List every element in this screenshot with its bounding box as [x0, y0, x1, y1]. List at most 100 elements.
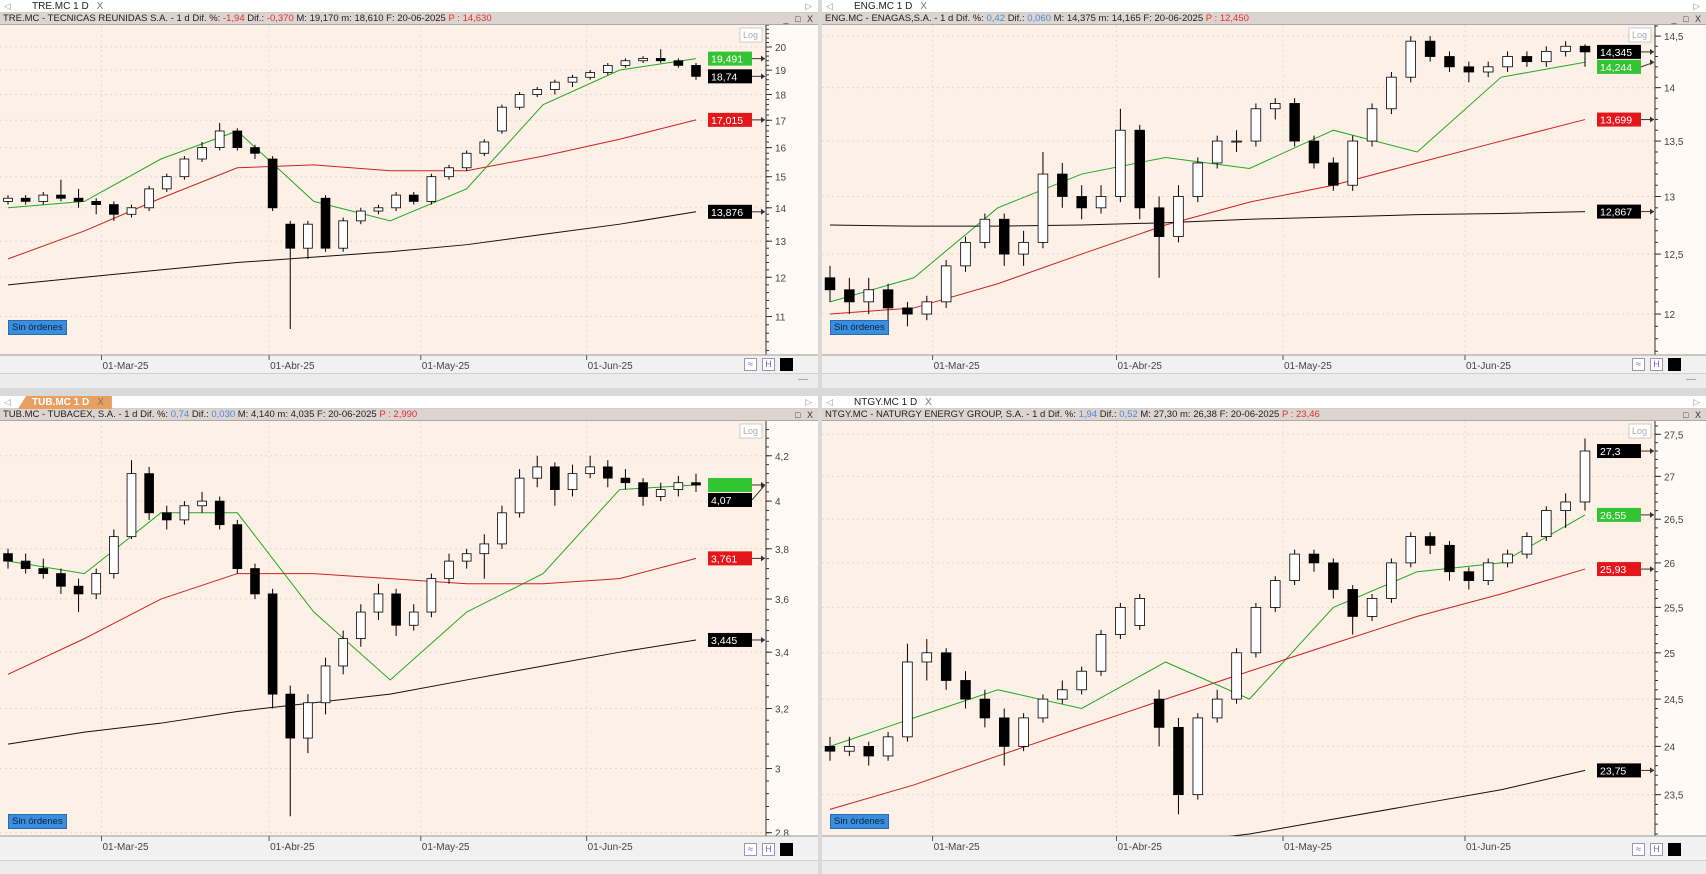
close-tab-icon[interactable]: X: [97, 397, 104, 408]
arrow-right-icon: [761, 73, 765, 80]
log-scale-button[interactable]: Log: [1628, 423, 1652, 439]
ma-short-line: [829, 61, 1586, 303]
candle: [197, 141, 207, 162]
status-strip: —: [0, 373, 818, 388]
scroll-right-icon[interactable]: ▷: [1693, 397, 1700, 407]
candle: [532, 455, 543, 488]
x-tick-label: 01-Abr-25: [270, 842, 315, 853]
arrow-right-icon: [1650, 448, 1654, 455]
save-icon[interactable]: H: [762, 843, 775, 856]
candle-body: [161, 176, 172, 190]
arrow-right-icon: [761, 116, 765, 123]
tab-tub[interactable]: TUB.MC 1 D X: [18, 396, 112, 409]
candle: [1231, 648, 1242, 704]
candle: [1153, 196, 1165, 278]
price-tag-green: [1597, 59, 1641, 74]
candle: [902, 643, 913, 742]
chart-type-icon[interactable]: ≈: [1632, 358, 1645, 371]
orders-badge[interactable]: Sin órdenes: [8, 320, 67, 335]
window-buttons[interactable]: _ □ X: [783, 14, 815, 24]
price-chart[interactable]: 23,5 24 24,5 25 25,5 26 26,5 27 27,5 01-Mar-25 01-…: [822, 421, 1706, 874]
tab-bar: ◁ TUB.MC 1 D X ▷: [0, 396, 818, 409]
candle-body: [1560, 501, 1571, 511]
close-tab-icon[interactable]: X: [920, 1, 928, 12]
scroll-left-icon[interactable]: ◁: [4, 397, 11, 407]
candle-body: [673, 482, 684, 490]
window-buttons[interactable]: □ X: [795, 410, 815, 420]
y-tick-label: 14,5: [1664, 32, 1684, 43]
scroll-left-icon[interactable]: ◁: [826, 1, 833, 11]
price-chart[interactable]: 2,8 3 3,2 3,4 3,6 3,8 4 4,2 01-Mar-25 01-Abr-25 01…: [0, 421, 818, 874]
scroll-left-icon[interactable]: ◁: [4, 1, 11, 11]
candle: [620, 58, 631, 68]
price-tag-label: 23,75: [1600, 765, 1626, 777]
price-tag-red: [708, 112, 752, 127]
tab-ntgy[interactable]: NTGY.MC 1 D X: [840, 396, 940, 409]
save-icon[interactable]: H: [762, 358, 775, 371]
dif-label: Dif.:: [1007, 13, 1025, 24]
color-square-icon[interactable]: [1668, 843, 1681, 856]
scroll-left-icon[interactable]: ◁: [826, 397, 833, 407]
ma-short-line: [829, 514, 1586, 747]
price-chart[interactable]: 11 12 13 14 15 16 17 18 19 20 01-Mar-25 01-Abr-25 01…: [0, 25, 818, 388]
chart-type-icon[interactable]: ≈: [1632, 843, 1645, 856]
chart-window-ntgy: ◁ NTGY.MC 1 D X ▷ NTGY.MC - NATURGY ENERG…: [822, 396, 1706, 874]
chart-header: TUB.MC - TUBACEX, S.A. - 1 d Dif. %: 0,7…: [0, 409, 818, 421]
candle-body: [882, 289, 894, 309]
orders-badge[interactable]: Sin órdenes: [830, 814, 889, 829]
color-square-icon[interactable]: [780, 843, 793, 856]
minimize-icon[interactable]: —: [798, 374, 808, 385]
candle: [320, 657, 331, 715]
candle-body: [320, 197, 331, 249]
candle-body: [1153, 698, 1165, 728]
orders-badge[interactable]: Sin órdenes: [8, 814, 67, 829]
log-scale-button[interactable]: Log: [739, 27, 763, 43]
candle: [960, 671, 971, 709]
close-tab-icon[interactable]: X: [925, 397, 932, 408]
log-scale-button[interactable]: Log: [1628, 27, 1652, 43]
price-tag-black: [1597, 204, 1641, 219]
log-scale-button[interactable]: Log: [739, 423, 763, 439]
window-buttons[interactable]: _ □ X: [1671, 14, 1703, 24]
price-tag-label: 4,07: [711, 495, 732, 507]
scroll-right-icon[interactable]: ▷: [805, 1, 812, 11]
price-chart[interactable]: 12 12,5 13 13,5 14 14,5 01-Mar-25 01-Abr-25 01-M…: [822, 25, 1706, 388]
scroll-right-icon[interactable]: ▷: [805, 397, 812, 407]
candle-body: [267, 158, 278, 209]
close-tab-icon[interactable]: X: [96, 1, 104, 12]
candle-body: [824, 277, 836, 291]
candle: [232, 128, 243, 151]
candle: [267, 588, 278, 709]
x-tick-label: 01-Mar-25: [102, 842, 149, 853]
candle: [1444, 51, 1455, 72]
ma-long-line: [7, 211, 697, 286]
color-square-icon[interactable]: [1668, 358, 1681, 371]
date-value: F: 20-06-2025: [1143, 13, 1204, 24]
chart-type-icon[interactable]: ≈: [744, 843, 757, 856]
y-tick-label: 24: [1664, 742, 1676, 753]
orders-badge[interactable]: Sin órdenes: [830, 320, 889, 335]
chart-type-icon[interactable]: ≈: [744, 358, 757, 371]
candle: [1018, 230, 1029, 266]
scroll-right-icon[interactable]: ▷: [1693, 1, 1700, 11]
candle: [1328, 157, 1339, 191]
window-buttons[interactable]: □ X: [1683, 410, 1703, 420]
candle: [161, 505, 172, 530]
save-icon[interactable]: H: [1650, 358, 1663, 371]
candle: [1308, 549, 1320, 572]
dif-pct-label: Dif. %:: [955, 13, 984, 24]
minimize-icon[interactable]: —: [1686, 374, 1696, 385]
candle-body: [550, 81, 560, 90]
arrow-right-icon: [761, 481, 765, 488]
color-square-icon[interactable]: [780, 358, 793, 371]
tab-tre[interactable]: TRE.MC 1 D X: [18, 0, 111, 13]
candle-body: [197, 147, 207, 160]
candle: [109, 529, 119, 579]
candle-body: [1018, 241, 1029, 255]
arrow-right-icon: [1650, 116, 1654, 123]
save-icon[interactable]: H: [1650, 843, 1663, 856]
candle: [979, 689, 991, 728]
tab-eng[interactable]: ENG.MC 1 D X: [840, 0, 935, 13]
dif-value: -0,370: [266, 13, 294, 24]
candle: [824, 265, 836, 302]
